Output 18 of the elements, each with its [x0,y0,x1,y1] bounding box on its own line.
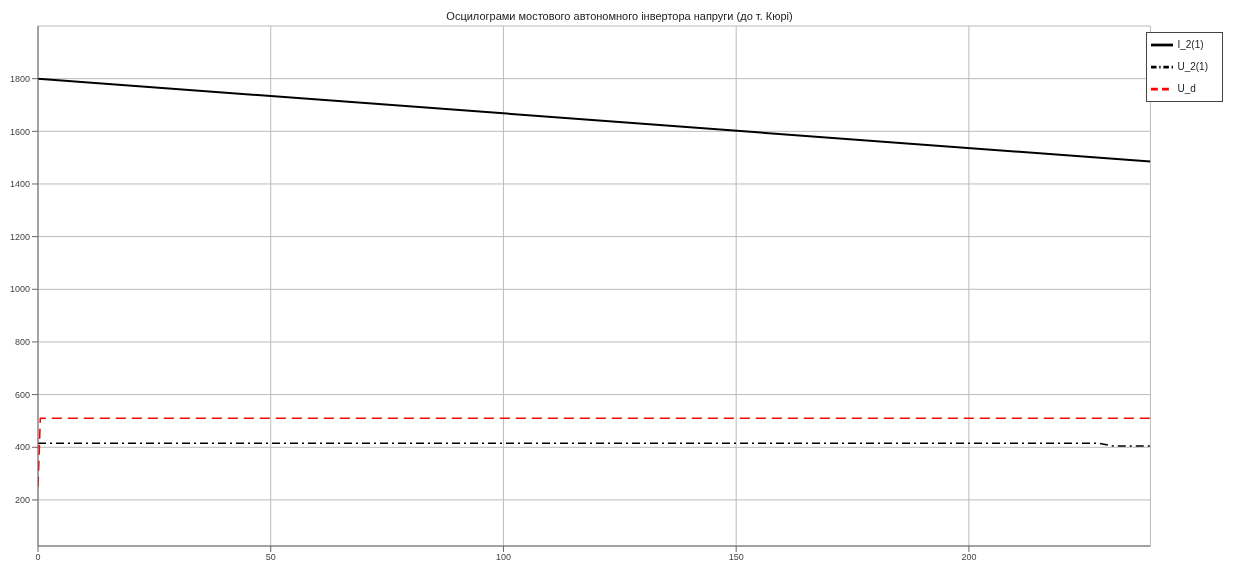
y-tick-label: 600 [14,389,30,400]
legend-label: I_2(1) [1177,38,1204,50]
y-tick-label: 1800 [9,73,30,84]
y-tick-label: 200 [14,495,30,506]
legend-label: U_2(1) [1177,60,1208,72]
y-tick-label: 1200 [9,231,30,242]
legend-label: U_d [1177,82,1196,94]
x-tick-label: 50 [265,552,276,563]
chart-title: Осцилограми мостового автономного інвертора напруги (до т. Кюрі) [445,10,794,22]
x-tick-label: 150 [728,552,744,563]
y-tick-label: 1600 [9,126,30,137]
y-tick-label: 800 [14,337,30,348]
x-tick-label: 200 [961,552,977,563]
y-tick-label: 400 [14,442,30,453]
x-tick-label: 0 [35,552,41,563]
x-tick-label: 100 [495,552,511,563]
y-tick-label: 1000 [9,284,30,295]
y-tick-label: 1400 [9,179,30,190]
